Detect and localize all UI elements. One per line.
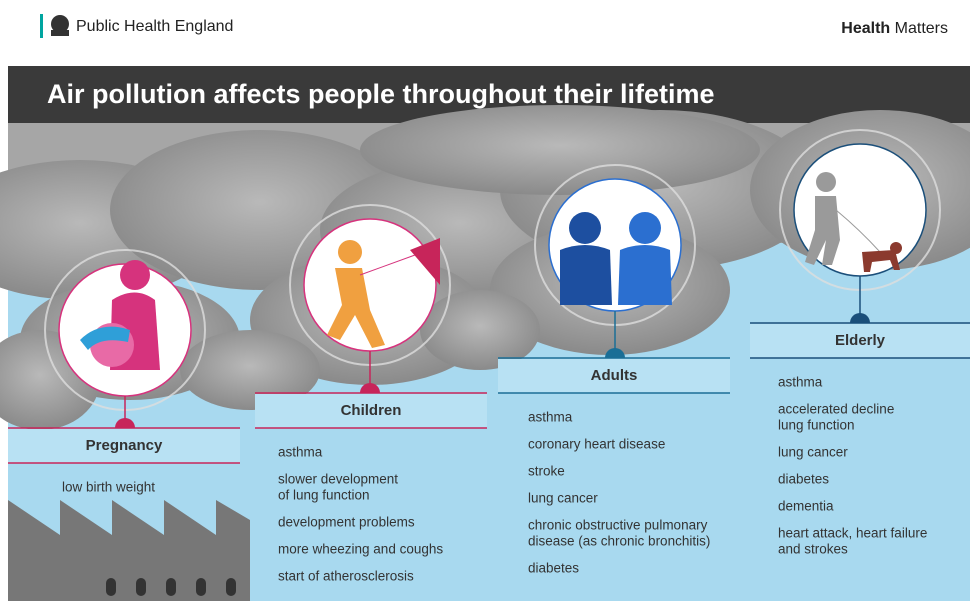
tagline-rest: Matters [895,20,948,37]
condition: start of atherosclerosis [278,569,414,584]
condition: asthma [278,445,323,460]
stage-label: Pregnancy [86,437,163,454]
stage-label: Children [341,402,402,419]
brand-bar [40,14,43,38]
page: {"header": {"brand": "Public Health Engl… [0,0,970,601]
condition: development problems [278,515,415,530]
condition: heart attack, heart failure [778,526,927,541]
condition: diabetes [528,561,579,576]
stage-label: Elderly [835,332,886,349]
tagline-bold: Health [841,20,890,37]
condition: more wheezing and coughs [278,542,443,557]
crest [51,15,69,36]
condition: of lung function [278,488,370,503]
condition: lung function [778,418,855,433]
condition: lung cancer [778,445,848,460]
condition: disease (as chronic bronchitis) [528,534,710,549]
brand: Public Health England [76,18,233,35]
condition: asthma [528,410,573,425]
condition: diabetes [778,472,829,487]
condition: slower development [278,472,398,487]
stage-label: Adults [591,367,638,384]
title: Air pollution affects people throughout … [47,79,715,109]
condition: low birth weight [62,480,155,495]
condition: coronary heart disease [528,437,665,452]
tagline: Health Matters [841,20,948,37]
infographic: Public Health England Health Matters Air… [0,0,970,601]
body: Public Health England Health Matters Air… [0,0,970,601]
condition: lung cancer [528,491,598,506]
condition: accelerated decline [778,402,894,417]
condition: stroke [528,464,565,479]
condition: asthma [778,375,823,390]
condition: chronic obstructive pulmonary [528,518,708,533]
condition: and strokes [778,542,848,557]
condition: dementia [778,499,834,514]
